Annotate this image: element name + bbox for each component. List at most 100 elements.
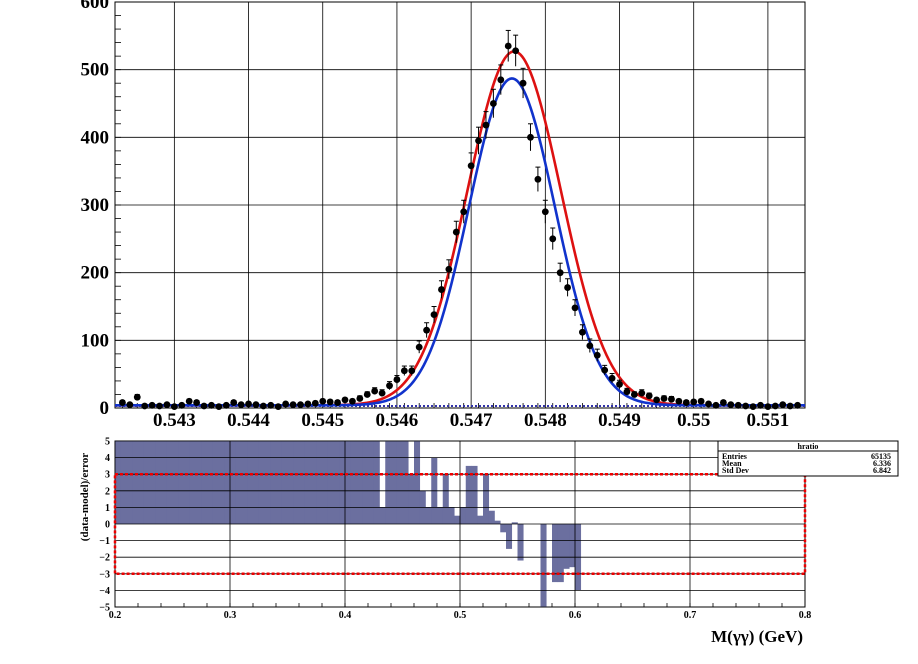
data-point <box>623 388 631 396</box>
residual-bar <box>488 510 495 524</box>
residual-bar <box>120 441 127 524</box>
data-point <box>378 389 386 397</box>
stats-entries-label: Entries <box>722 452 747 461</box>
top-y-tick-label: 500 <box>81 60 110 81</box>
reference-band <box>113 472 807 576</box>
data-point <box>319 397 327 405</box>
stats-stddev-value: 6.842 <box>873 466 891 475</box>
data-point <box>304 400 312 408</box>
data-point <box>564 284 571 291</box>
residual-bar <box>345 441 352 524</box>
top-y-tick-label: 600 <box>81 0 110 13</box>
data-point <box>697 397 705 405</box>
stats-mean-label: Mean <box>722 459 742 468</box>
residual-bar <box>517 524 524 561</box>
fit-panel: 0.543 0.544 0.545 0.546 0.547 0.548 0.549 0.55 0… <box>81 0 806 431</box>
data-point <box>289 401 297 409</box>
data-point <box>252 401 260 409</box>
data-point <box>749 403 757 411</box>
data-point <box>393 376 401 383</box>
reference-lines <box>113 472 807 576</box>
residual-bar <box>540 524 547 607</box>
fit-curves <box>115 50 805 407</box>
data-point <box>341 396 349 404</box>
data-point <box>141 402 149 410</box>
data-point <box>616 380 623 388</box>
bottom-y-tick-label: 5 <box>105 437 110 448</box>
data-point <box>386 382 393 390</box>
residual-bar <box>235 441 242 524</box>
bottom-x-tick-label: 0.4 <box>339 610 352 621</box>
residual-bar <box>322 441 329 524</box>
data-point <box>608 374 616 382</box>
residual-bar <box>212 441 219 524</box>
top-y-tick-label: 400 <box>81 127 110 148</box>
residual-bar <box>276 441 283 524</box>
bottom-x-tick-labels: 0.2 0.3 0.4 0.5 0.6 0.7 0.8 <box>109 610 812 621</box>
residual-bar <box>264 441 271 524</box>
stats-box-frame <box>717 440 899 477</box>
top-x-tick-label: 0.551 <box>747 410 790 431</box>
residual-bar <box>477 515 484 524</box>
top-x-tick-label: 0.545 <box>301 410 344 431</box>
data-point <box>282 400 290 408</box>
residual-bar <box>172 441 179 524</box>
top-x-tick-label: 0.549 <box>598 410 641 431</box>
residual-bar <box>316 441 323 524</box>
residual-bar <box>230 441 237 524</box>
data-point <box>519 79 527 87</box>
residual-bar <box>155 441 162 524</box>
bottom-x-tick-label: 0.7 <box>684 610 697 621</box>
residual-bar <box>218 441 225 524</box>
residual-bar <box>149 441 156 524</box>
data-point <box>408 367 416 375</box>
data-point <box>170 403 178 411</box>
residual-bar <box>339 441 346 524</box>
data-point <box>727 401 735 409</box>
data-point <box>549 235 557 243</box>
residual-bar <box>207 441 214 524</box>
residual-bar <box>195 441 202 524</box>
residual-bar <box>396 441 403 524</box>
top-y-tick-label: 100 <box>81 330 110 351</box>
bottom-y-tick-label: 3 <box>105 470 110 481</box>
residual-bar <box>460 507 467 524</box>
residual-bar <box>115 441 122 524</box>
residual-bar <box>563 524 570 569</box>
residual-bar <box>166 441 173 524</box>
bottom-y-tick-label: 1 <box>105 503 110 514</box>
residual-bar <box>471 465 478 524</box>
data-point <box>297 401 304 409</box>
data-point <box>237 401 245 409</box>
data-point <box>193 399 201 406</box>
data-point <box>222 401 230 409</box>
data-point <box>556 269 564 277</box>
bottom-y-tick-label: −1 <box>99 536 110 547</box>
data-point <box>630 391 638 398</box>
data-point <box>719 399 727 406</box>
residual-bar <box>511 522 518 524</box>
data-point <box>200 402 208 410</box>
bottom-x-tick-label: 0.2 <box>109 610 122 621</box>
data-point <box>579 328 586 336</box>
data-point <box>601 366 609 374</box>
residual-bar <box>506 524 513 549</box>
bottom-y-tick-label: −2 <box>99 553 110 564</box>
residual-panel: 0.2 0.3 0.4 0.5 0.6 0.7 0.8 −5 −4 −3 −2 −1 0 1 2 3 4 5 (… <box>79 437 811 647</box>
residual-bar <box>126 441 133 524</box>
residual-bar <box>483 474 490 524</box>
bottom-axis-ticks <box>114 603 806 607</box>
data-point <box>452 228 460 236</box>
data-point <box>178 401 186 409</box>
bottom-y-tick-label: −5 <box>99 603 110 614</box>
bottom-y-tick-label: 4 <box>105 453 110 464</box>
residual-bar <box>408 474 415 524</box>
stats-entries-value: 65135 <box>871 452 891 461</box>
top-x-tick-label: 0.548 <box>524 410 567 431</box>
data-point <box>230 399 238 406</box>
data-point <box>586 342 594 350</box>
data-point <box>215 403 223 411</box>
stats-box: hratio Entries 65135 Mean 6.336 Std Dev … <box>717 440 899 477</box>
bottom-x-tick-label: 0.5 <box>454 610 467 621</box>
data-point <box>705 400 712 408</box>
